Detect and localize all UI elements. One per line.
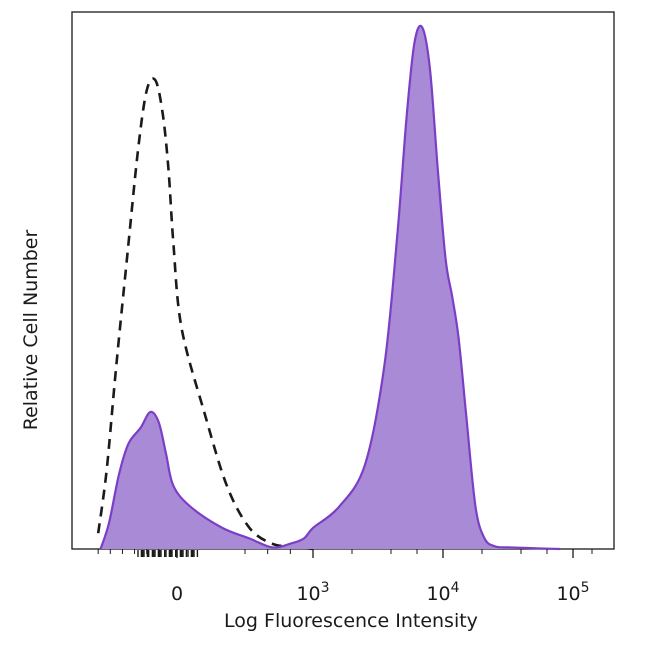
series-0-dashed-line [96, 77, 314, 551]
series-1-line [99, 24, 561, 551]
series-1-area [100, 25, 560, 549]
x-axis-title: Log Fluorescence Intensity [224, 610, 478, 632]
series-layer [96, 24, 561, 551]
x-tick-label-0: 0 [171, 583, 183, 605]
x-tick-label-1: 103 [296, 580, 329, 605]
x-tick-label-3: 105 [556, 580, 589, 605]
x-tick-layer: 0 103 104 105 [97, 549, 593, 605]
event-rug [137, 550, 199, 557]
x-tick-label-2: 104 [426, 580, 459, 605]
y-axis-title: Relative Cell Number [20, 230, 42, 431]
